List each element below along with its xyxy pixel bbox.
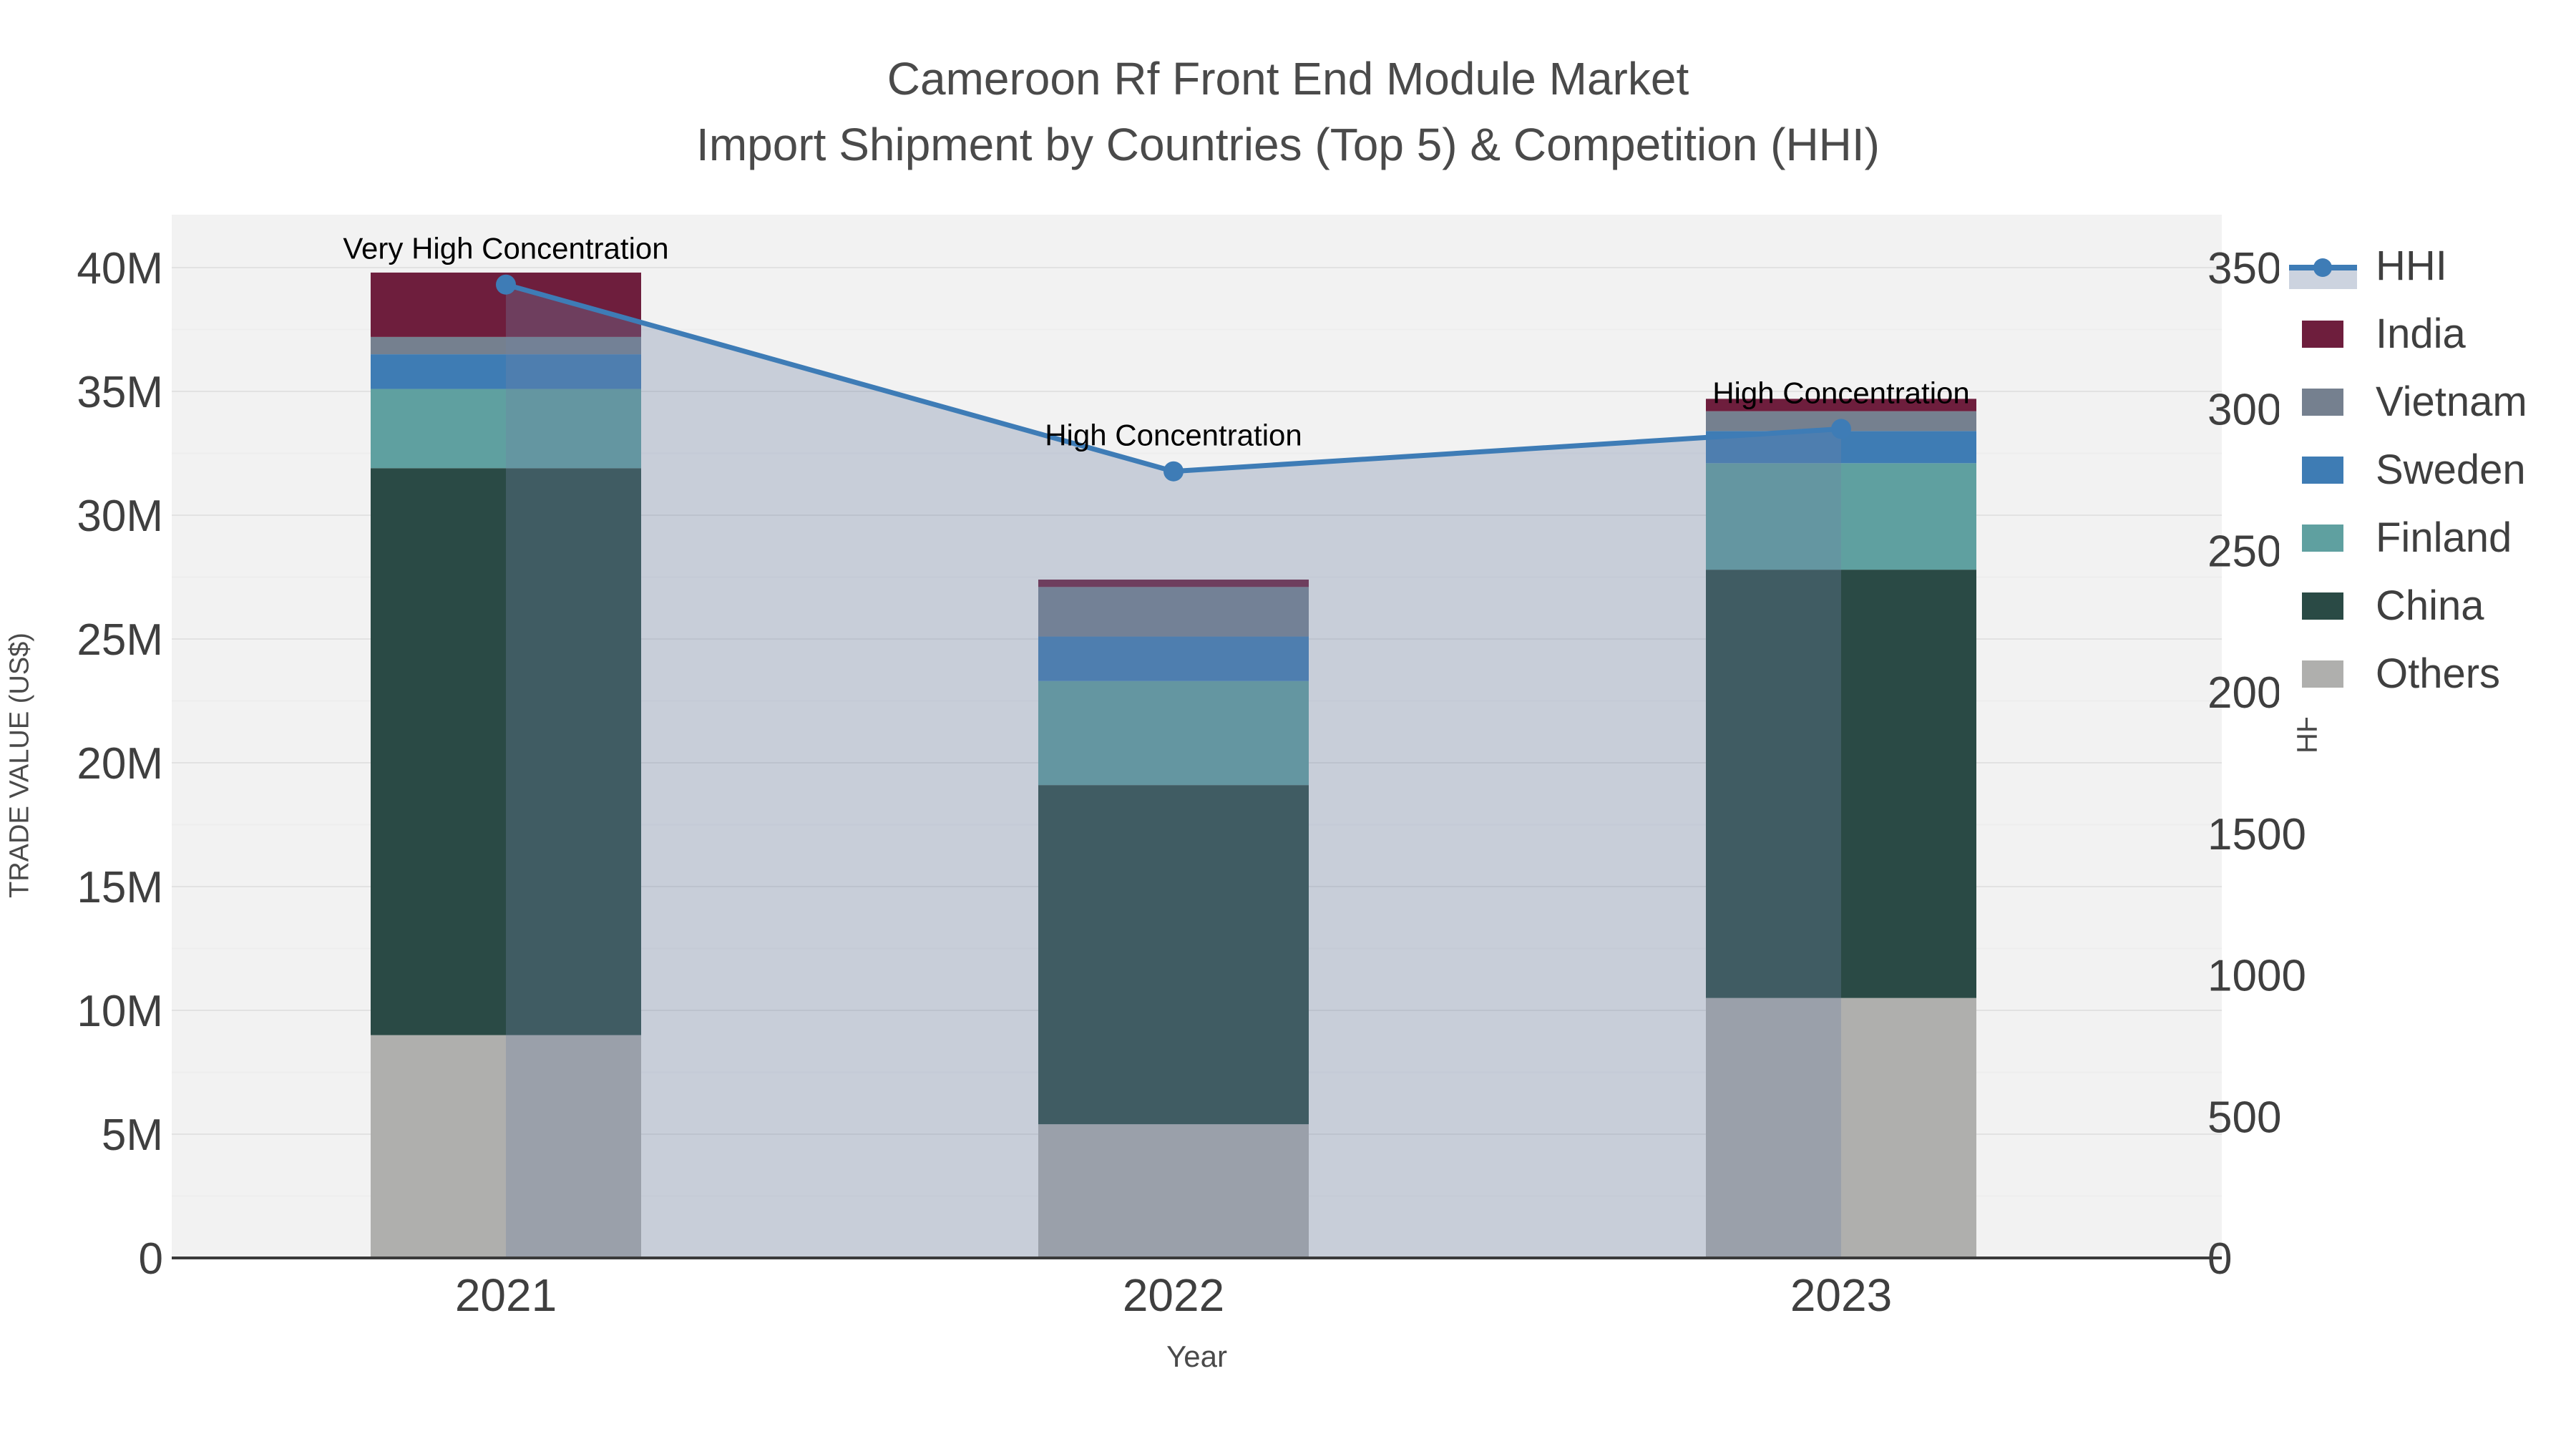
- y-left-tick-label: 40M: [77, 244, 163, 293]
- legend-swatch-china: [2302, 592, 2343, 620]
- bar-segment-china-2021[interactable]: [371, 468, 641, 1035]
- bar-segment-vietnam-2021[interactable]: [371, 336, 641, 355]
- y-left-tick-label: 35M: [77, 368, 163, 417]
- legend: HHI India Vietnam Sweden Finland China Others: [2279, 228, 2576, 718]
- legend-label-finland: Finland: [2376, 514, 2512, 561]
- legend-swatch-sweden: [2302, 456, 2343, 484]
- legend-label-china: China: [2376, 582, 2484, 629]
- legend-swatch-vietnam: [2302, 388, 2343, 416]
- bar-segment-china-2022[interactable]: [1038, 785, 1309, 1125]
- legend-item-sweden[interactable]: Sweden: [2289, 436, 2576, 504]
- legend-item-hhi[interactable]: HHI: [2289, 232, 2576, 300]
- legend-item-finland[interactable]: Finland: [2289, 504, 2576, 572]
- y-left-tick-label: 10M: [77, 987, 163, 1036]
- legend-label-others: Others: [2376, 650, 2501, 697]
- legend-item-vietnam[interactable]: Vietnam: [2289, 368, 2576, 436]
- annotation-2023: High Concentration: [1712, 376, 1970, 409]
- bar-segment-others-2021[interactable]: [371, 1035, 641, 1258]
- x-axis-title: Year: [1166, 1340, 1227, 1373]
- y-left-tick-label: 15M: [77, 863, 163, 912]
- hhi-marker-icon: [2313, 258, 2332, 277]
- y-right-tick-label: 500: [2207, 1093, 2281, 1142]
- bar-segment-finland-2022[interactable]: [1038, 680, 1309, 786]
- hhi-marker-2021[interactable]: [496, 274, 516, 295]
- x-tick-label-2021: 2021: [455, 1269, 557, 1321]
- annotation-2022: High Concentration: [1045, 419, 1302, 452]
- chart-title: Cameroon Rf Front End Module Market Impo…: [0, 46, 2576, 177]
- bar-segment-vietnam-2022[interactable]: [1038, 587, 1309, 637]
- bar-segment-finland-2023[interactable]: [1706, 463, 1976, 570]
- bar-segment-india-2023[interactable]: [1706, 399, 1976, 411]
- chart-title-line1: Cameroon Rf Front End Module Market: [887, 53, 1689, 104]
- bar-segment-sweden-2021[interactable]: [371, 354, 641, 389]
- y-axis-title-left: TRADE VALUE (US$): [4, 633, 35, 898]
- bar-segment-others-2023[interactable]: [1706, 997, 1976, 1258]
- legend-item-others[interactable]: Others: [2289, 640, 2576, 708]
- y-right-tick-label: 0: [2207, 1234, 2232, 1284]
- hhi-area-fill: [506, 284, 1841, 1258]
- legend-swatch-others: [2302, 660, 2343, 688]
- y-left-tick-label: 25M: [77, 615, 163, 665]
- x-tick-label-2022: 2022: [1123, 1269, 1224, 1321]
- x-tick-label-2023: 2023: [1790, 1269, 1892, 1321]
- bar-segment-china-2023[interactable]: [1706, 570, 1976, 998]
- legend-label-hhi: HHI: [2376, 243, 2447, 289]
- y-right-tick-label: 1500: [2207, 810, 2306, 859]
- bar-segment-india-2022[interactable]: [1038, 579, 1309, 587]
- bar-segment-others-2022[interactable]: [1038, 1124, 1309, 1258]
- legend-label-sweden: Sweden: [2376, 447, 2526, 493]
- annotation-2021: Very High Concentration: [343, 232, 668, 265]
- legend-item-china[interactable]: China: [2289, 572, 2576, 640]
- legend-label-vietnam: Vietnam: [2376, 379, 2527, 425]
- chart-title-line2: Import Shipment by Countries (Top 5) & C…: [696, 119, 1880, 170]
- y-right-tick-label: 1000: [2207, 952, 2306, 1001]
- legend-swatch-india: [2302, 320, 2343, 348]
- y-left-tick-label: 20M: [77, 739, 163, 789]
- legend-hhi-line-icon: [2289, 232, 2357, 300]
- y-left-tick-label: 30M: [77, 492, 163, 541]
- hhi-marker-2023[interactable]: [1831, 419, 1851, 439]
- bar-segment-sweden-2022[interactable]: [1038, 636, 1309, 681]
- legend-swatch-finland: [2302, 524, 2343, 552]
- y-left-tick-label: 5M: [102, 1111, 163, 1160]
- y-left-tick-label: 0: [139, 1234, 163, 1284]
- bar-segment-finland-2021[interactable]: [371, 389, 641, 469]
- legend-label-india: India: [2376, 311, 2466, 357]
- legend-item-india[interactable]: India: [2289, 300, 2576, 368]
- hhi-marker-2022[interactable]: [1163, 461, 1184, 482]
